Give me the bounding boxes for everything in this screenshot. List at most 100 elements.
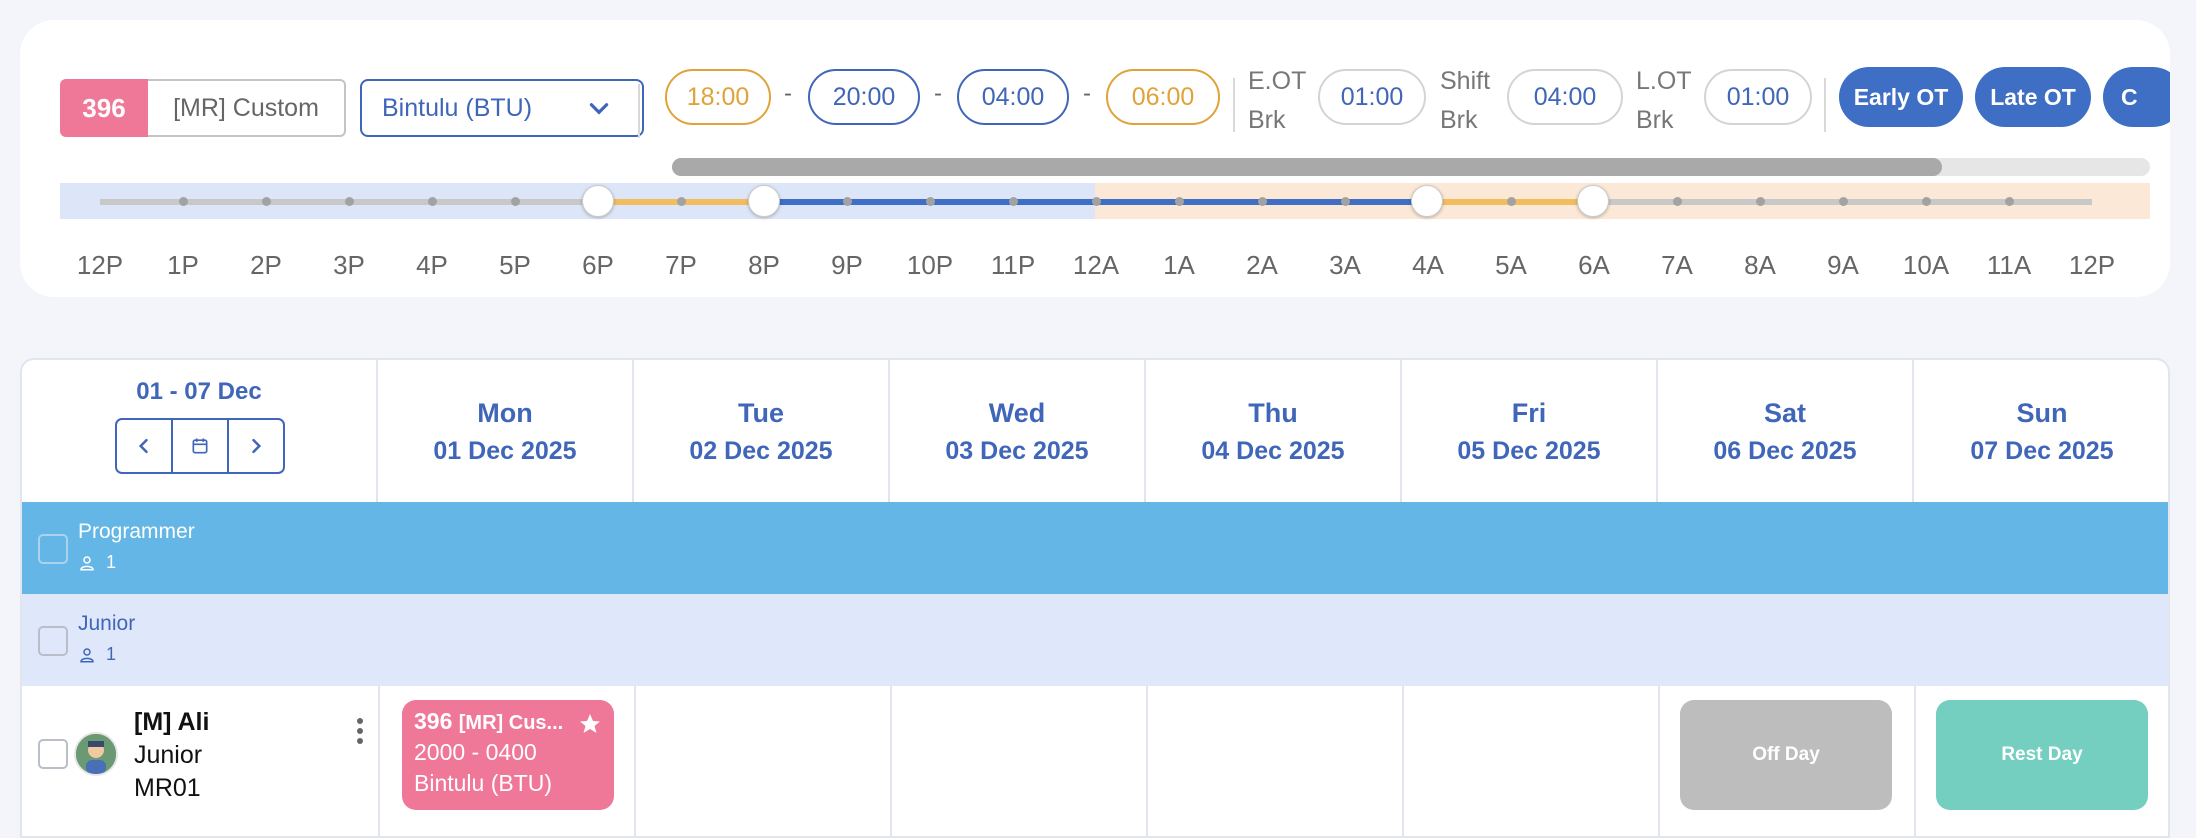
toolbar-scrollbar[interactable] <box>672 158 2150 176</box>
timeline-hour-label: 5P <box>499 250 531 280</box>
day-date: 06 Dec 2025 <box>1713 437 1857 465</box>
timeline-hour-label: 7A <box>1661 250 1693 280</box>
timeline-hour-label: 11P <box>990 250 1036 280</box>
next-week-button[interactable] <box>229 420 283 472</box>
column-divider <box>1658 686 1660 836</box>
timeline-tick <box>1258 197 1267 206</box>
day-name: Wed <box>988 398 1046 428</box>
late-ot-end-time[interactable]: 06:00 <box>1106 69 1220 125</box>
early-ot-button[interactable]: Early OT <box>1839 67 1963 127</box>
day-date: 01 Dec 2025 <box>433 437 577 465</box>
rest-day-block[interactable]: Rest Day <box>1936 700 2148 810</box>
previous-week-button[interactable] <box>117 420 173 472</box>
employee-name: [M] Ali <box>134 708 210 736</box>
day-date: 05 Dec 2025 <box>1457 437 1601 465</box>
timeline-hour-label: 9A <box>1827 250 1859 280</box>
early-ot-start-time[interactable]: 18:00 <box>665 69 771 125</box>
star-icon[interactable] <box>578 712 602 736</box>
toolbar-scrollbar-thumb[interactable] <box>672 158 1942 176</box>
day-name: Sat <box>1763 398 1807 428</box>
day-date: 02 Dec 2025 <box>689 437 833 465</box>
divider <box>638 84 640 138</box>
late-ot-button[interactable]: Late OT <box>1975 67 2091 127</box>
timeline-tick <box>1175 197 1184 206</box>
group-row-junior[interactable]: Junior 1 <box>22 594 2168 686</box>
timeline-hour-label: 4P <box>416 250 448 280</box>
group-count: 1 <box>78 644 116 665</box>
shift-break-input[interactable]: 04:00 <box>1507 69 1623 125</box>
employee-code: MR01 <box>134 774 201 802</box>
location-select[interactable]: Bintulu (BTU) <box>360 79 644 137</box>
group-name: Programmer <box>78 520 195 543</box>
shift-end-time[interactable]: 04:00 <box>957 69 1069 125</box>
calendar-icon <box>192 438 208 454</box>
timeline-handle-shift-start[interactable] <box>748 185 780 217</box>
day-date: 03 Dec 2025 <box>945 437 1089 465</box>
timeline-tick <box>1673 197 1682 206</box>
timeline-hour-label: 2P <box>250 250 282 280</box>
timeline-tick <box>843 197 852 206</box>
shift-card-location: Bintulu (BTU) <box>414 770 553 796</box>
timeline-handle-early-start[interactable] <box>582 185 614 217</box>
group-row-programmer[interactable]: Programmer 1 <box>22 502 2168 594</box>
timeline-hour-label: 9P <box>831 250 863 280</box>
more-ot-button[interactable]: C <box>2103 67 2170 127</box>
week-range-label: 01 - 07 Dec <box>136 378 262 405</box>
chevron-right-icon <box>252 438 262 454</box>
timeline-hour-label: 10A <box>1902 250 1950 280</box>
day-name: Thu <box>1248 398 1298 428</box>
employee-role: Junior <box>134 741 203 769</box>
timeline-hour-label: 12A <box>1072 250 1120 280</box>
day-header-mon: Mon 01 Dec 2025 <box>378 360 634 502</box>
shift-start-time[interactable]: 20:00 <box>808 69 920 125</box>
employee-row: [M] Ali Junior MR01 396 [MR] Cus... 2000… <box>22 686 2168 836</box>
time-dash: - <box>784 80 792 107</box>
column-divider <box>1402 686 1404 836</box>
employee-checkbox[interactable] <box>38 739 68 769</box>
day-header-thu: Thu 04 Dec 2025 <box>1146 360 1402 502</box>
time-dash: - <box>934 80 942 107</box>
column-divider <box>1146 686 1148 836</box>
time-dash: - <box>1083 80 1091 107</box>
timeline-tick <box>677 197 686 206</box>
timeline-tick <box>1507 197 1516 206</box>
group-count: 1 <box>78 552 116 573</box>
shift-card-mon[interactable]: 396 [MR] Cus... 2000 - 0400 Bintulu (BTU… <box>402 700 614 810</box>
eot-break-input[interactable]: 01:00 <box>1318 69 1426 125</box>
day-header-sun: Sun 07 Dec 2025 <box>1914 360 2168 502</box>
timeline-hour-label: 1A <box>1163 250 1195 280</box>
timeline-hour-label: 7P <box>665 250 697 280</box>
timeline-tick <box>1839 197 1848 206</box>
group-checkbox[interactable] <box>38 626 68 656</box>
timeline-hour-label: 11A <box>1986 250 2032 280</box>
timeline-tick <box>2005 197 2014 206</box>
timeline-hour-label: 6A <box>1578 250 1610 280</box>
timeline-hour-label: 3P <box>333 250 365 280</box>
timeline-hour-label: 6P <box>582 250 614 280</box>
calendar-button[interactable] <box>173 420 229 472</box>
day-name: Sun <box>2016 398 2068 428</box>
day-name: Fri <box>1511 398 1547 428</box>
timeline-tick <box>926 197 935 206</box>
shift-break-label: Shift Brk <box>1440 67 1491 134</box>
timeline-tick <box>428 197 437 206</box>
timeline-tick <box>1756 197 1765 206</box>
timeline-hour-label: 8P <box>748 250 780 280</box>
timeline-hour-label: 12P <box>2068 250 2116 280</box>
timeline-tick <box>1922 197 1931 206</box>
timeline-handle-late-end[interactable] <box>1577 185 1609 217</box>
timeline-tick <box>511 197 520 206</box>
shift-card-title: 396 [MR] Cus... <box>414 708 564 734</box>
shift-id-badge: 396 <box>60 79 148 137</box>
timeline-handle-shift-end[interactable] <box>1411 185 1443 217</box>
divider <box>1824 78 1826 132</box>
off-day-block[interactable]: Off Day <box>1680 700 1892 810</box>
group-checkbox[interactable] <box>38 534 68 564</box>
person-icon <box>80 555 94 570</box>
shift-selector[interactable]: 396 [MR] Custom <box>60 79 346 137</box>
more-options-icon[interactable] <box>355 716 365 746</box>
timeline-tick <box>179 197 188 206</box>
timeline-hour-label: 2A <box>1246 250 1278 280</box>
day-date: 04 Dec 2025 <box>1201 437 1345 465</box>
lot-break-input[interactable]: 01:00 <box>1704 69 1812 125</box>
